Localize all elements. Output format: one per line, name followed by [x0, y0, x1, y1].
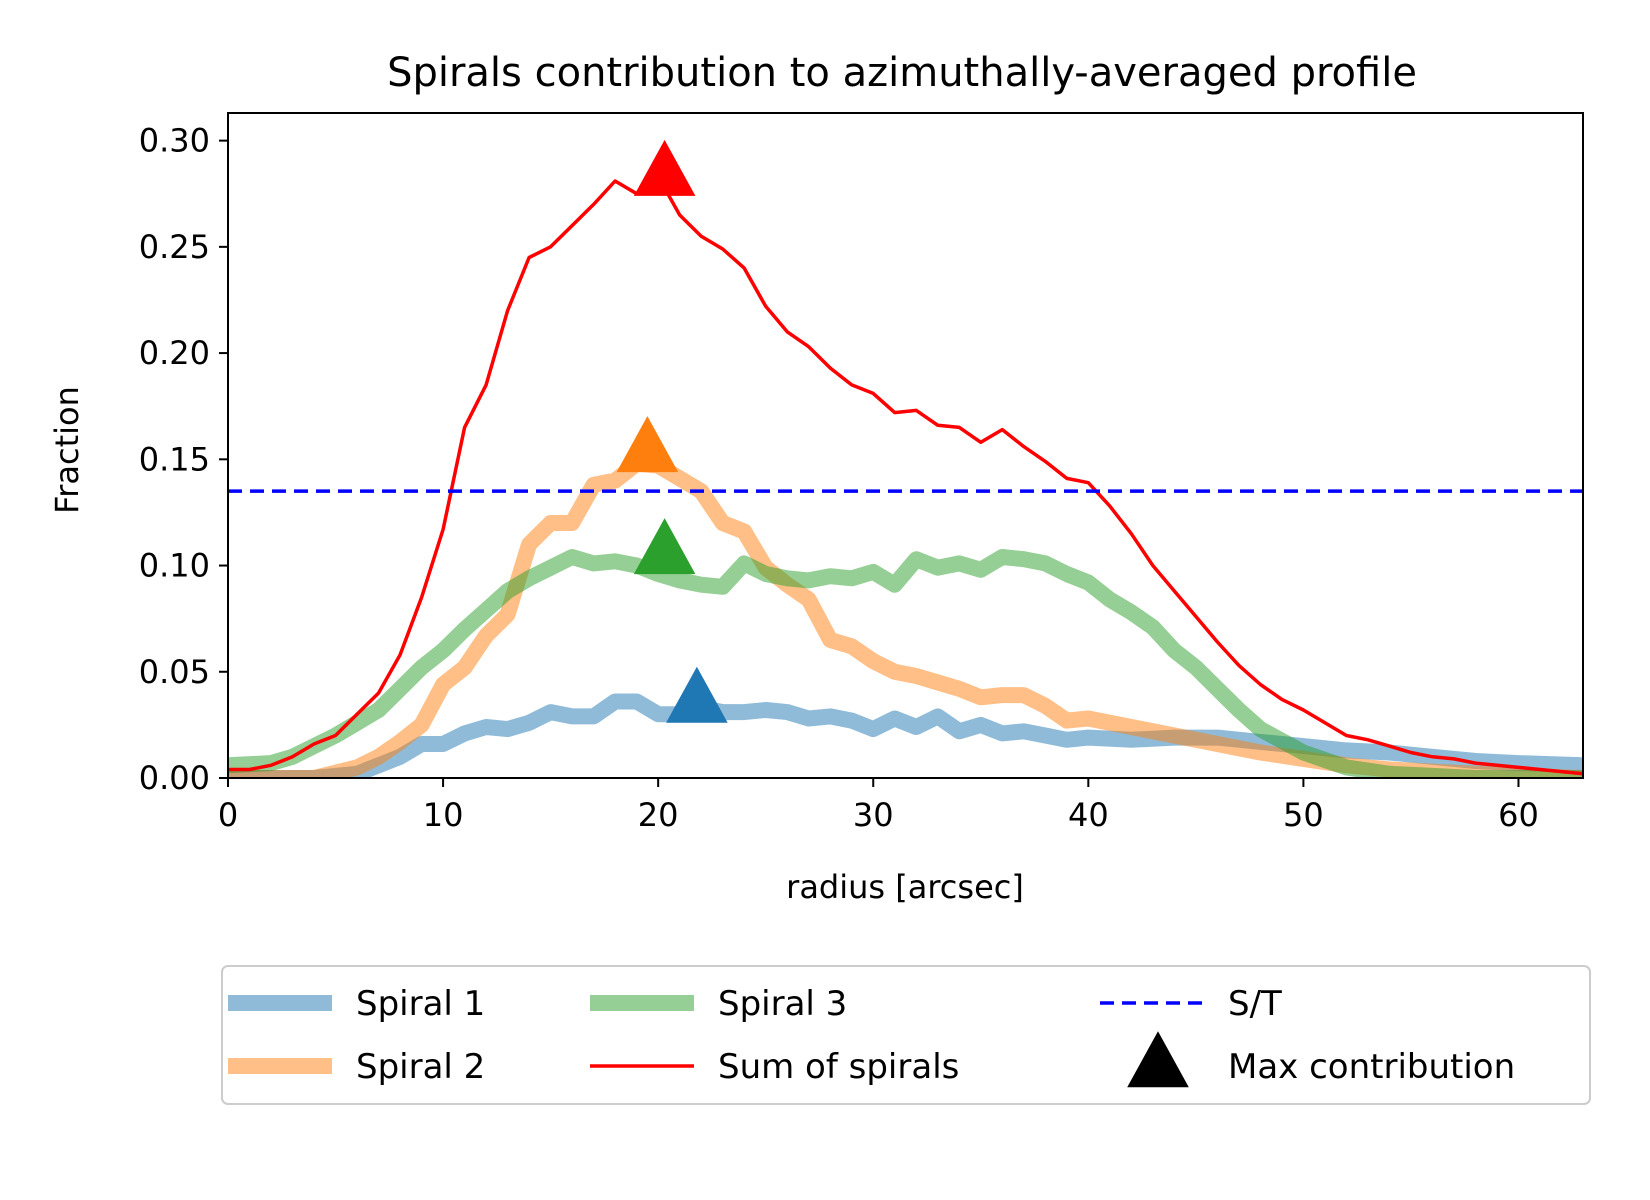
x-tick-label: 40	[1068, 796, 1109, 834]
legend: Spiral 1 Spiral 2 Spiral 3 Sum of spirals S/…	[221, 965, 1591, 1105]
legend-item-spiral-1: Spiral 1	[228, 984, 485, 1024]
max-marker-sum-of-spirals	[633, 139, 696, 196]
series-layer	[228, 174, 1583, 778]
x-tick-label: 50	[1283, 796, 1324, 834]
legend-label: Sum of spirals	[718, 1047, 959, 1087]
max-marker-spiral-3	[633, 518, 696, 575]
legend-item-spiral-3: Spiral 3	[590, 984, 847, 1024]
y-axis-label: Fraction	[48, 386, 86, 514]
series-line-spiral-2	[228, 455, 1583, 778]
x-axis-label: radius [arcsec]	[786, 868, 1024, 906]
y-tick-label: 0.25	[139, 228, 210, 266]
x-tick-label: 0	[218, 796, 238, 834]
y-tick-label: 0.05	[139, 653, 210, 691]
legend-swatch	[1127, 1031, 1189, 1088]
y-tick-label: 0.00	[139, 759, 210, 797]
y-tick-label: 0.15	[139, 440, 210, 478]
plot-frame	[227, 112, 1584, 779]
max-marker-spiral-1	[666, 666, 728, 723]
legend-label: S/T	[1228, 984, 1282, 1024]
legend-item-s-t: S/T	[1100, 984, 1282, 1024]
legend-box	[221, 965, 1591, 1105]
legend-label: Spiral 3	[718, 984, 847, 1024]
legend-label: Spiral 2	[356, 1047, 485, 1087]
y-tick-label: 0.30	[139, 122, 210, 160]
legend-item-sum-of-spirals: Sum of spirals	[590, 1047, 959, 1087]
x-tick-label: 30	[853, 796, 894, 834]
x-tick-label: 10	[423, 796, 464, 834]
x-tick-label: 20	[638, 796, 679, 834]
series-line-sum-of-spirals	[228, 174, 1583, 776]
x-tick-label: 60	[1498, 796, 1539, 834]
chart-title: Spirals contribution to azimuthally-aver…	[387, 50, 1417, 96]
legend-label: Max contribution	[1228, 1047, 1515, 1087]
y-tick-label: 0.10	[139, 547, 210, 585]
marker-layer	[616, 139, 728, 723]
legend-item-spiral-2: Spiral 2	[228, 1047, 485, 1087]
max-marker-spiral-2	[616, 416, 679, 473]
y-axis-ticks: 0.00 0.05 0.10 0.15 0.20 0.25 0.30	[139, 122, 228, 797]
series-line-spiral-3	[228, 549, 1583, 778]
legend-label: Spiral 1	[356, 984, 485, 1024]
legend-item-max-contribution: Max contribution	[1127, 1031, 1515, 1088]
x-axis-ticks: 0 10 20 30 40 50 60	[218, 778, 1539, 834]
y-tick-label: 0.20	[139, 334, 210, 372]
